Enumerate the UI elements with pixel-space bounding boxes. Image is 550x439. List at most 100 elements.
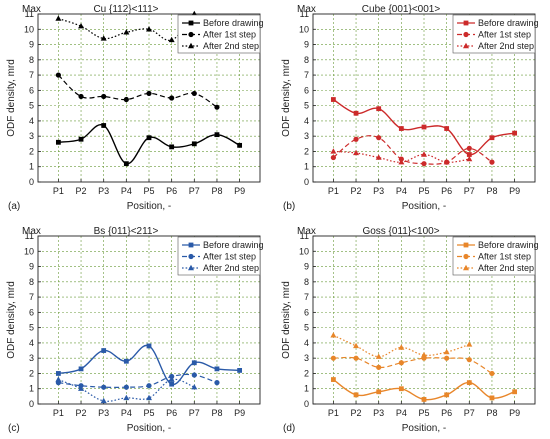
y-tick-label: 4 bbox=[304, 338, 309, 348]
x-tick-label: P1 bbox=[53, 186, 64, 196]
x-tick-label: P3 bbox=[373, 408, 384, 418]
data-point bbox=[55, 15, 62, 21]
x-tick-label: P5 bbox=[418, 186, 429, 196]
x-tick-label: P1 bbox=[53, 408, 64, 418]
legend-swatch-marker bbox=[188, 253, 194, 260]
data-point bbox=[512, 389, 518, 395]
data-point bbox=[169, 381, 175, 387]
data-point bbox=[466, 155, 473, 162]
y-tick-label: 7 bbox=[29, 292, 34, 302]
y-tick-label: 4 bbox=[29, 338, 34, 348]
data-point bbox=[168, 376, 175, 382]
data-point bbox=[214, 366, 220, 372]
y-tick-label: 1 bbox=[29, 162, 34, 172]
x-tick-label: P4 bbox=[396, 186, 407, 196]
series-1 bbox=[55, 123, 243, 167]
data-point bbox=[398, 344, 405, 350]
legend-entry: After 2nd step bbox=[203, 41, 259, 51]
data-point bbox=[421, 351, 427, 358]
data-point bbox=[101, 348, 107, 353]
panel-title: Cube {001}<001> bbox=[362, 4, 441, 15]
data-point bbox=[330, 377, 336, 382]
data-point bbox=[169, 95, 175, 101]
y-tick-label: 2 bbox=[304, 368, 309, 378]
data-point bbox=[55, 371, 61, 376]
data-point bbox=[78, 385, 85, 391]
data-point bbox=[421, 124, 427, 130]
panel-title: Cu {112}<111> bbox=[93, 4, 158, 15]
y-tick-label: 5 bbox=[29, 101, 34, 111]
x-tick-label: P2 bbox=[76, 186, 87, 196]
y-tick-label: 5 bbox=[29, 323, 34, 333]
series-1 bbox=[55, 343, 243, 387]
x-tick-label: P4 bbox=[396, 408, 407, 418]
max-label: Max bbox=[297, 226, 316, 237]
x-tick-label: P8 bbox=[486, 186, 497, 196]
panel-label: (d) bbox=[283, 423, 295, 434]
data-point bbox=[169, 144, 175, 150]
y-axis-label: ODF density, mrd bbox=[281, 281, 292, 359]
y-tick-label: 1 bbox=[29, 384, 34, 394]
data-point bbox=[146, 26, 152, 32]
data-point bbox=[489, 370, 495, 377]
series-2 bbox=[330, 355, 495, 377]
data-point bbox=[191, 90, 197, 97]
data-point bbox=[353, 136, 359, 142]
data-point bbox=[214, 104, 220, 110]
x-tick-label: P9 bbox=[234, 408, 245, 418]
data-point bbox=[512, 130, 518, 136]
chart-panel-2: 0 1 2 3 4 5 6 7 8 9 10 11 P1 P2 P3 P4 P5 P6 P7 P8 P9 Position… bbox=[281, 4, 539, 212]
data-point bbox=[146, 343, 152, 349]
data-point bbox=[398, 386, 404, 392]
data-point bbox=[376, 135, 382, 141]
data-point bbox=[78, 136, 84, 142]
legend-swatch-marker bbox=[188, 31, 194, 38]
data-point bbox=[78, 93, 84, 100]
series-3 bbox=[55, 376, 198, 404]
data-point bbox=[101, 123, 107, 128]
legend-entry: After 1st step bbox=[203, 252, 256, 262]
x-tick-label: P8 bbox=[486, 408, 497, 418]
data-point bbox=[421, 161, 427, 167]
data-point bbox=[444, 392, 450, 398]
data-point bbox=[398, 360, 404, 366]
y-tick-label: 1 bbox=[304, 162, 309, 172]
data-point bbox=[146, 394, 152, 401]
x-tick-label: P2 bbox=[351, 186, 362, 196]
legend-entry: After 1st step bbox=[478, 30, 531, 40]
legend-entry: Before drawing bbox=[203, 240, 264, 250]
max-label: Max bbox=[297, 4, 316, 15]
data-point bbox=[55, 139, 61, 145]
x-tick-label: P7 bbox=[464, 408, 475, 418]
data-point bbox=[330, 148, 337, 154]
data-point bbox=[101, 93, 107, 100]
x-tick-label: P4 bbox=[121, 186, 132, 196]
x-tick-label: P9 bbox=[509, 408, 520, 418]
x-tick-label: P9 bbox=[509, 186, 520, 196]
data-point bbox=[237, 142, 243, 148]
x-tick-label: P6 bbox=[166, 408, 177, 418]
series-1 bbox=[330, 377, 518, 402]
data-point bbox=[55, 72, 61, 78]
data-point bbox=[353, 342, 360, 349]
panel-title: Bs {011}<211> bbox=[94, 226, 159, 237]
y-tick-label: 7 bbox=[29, 70, 34, 80]
x-tick-label: P7 bbox=[464, 186, 475, 196]
legend-swatch-marker bbox=[463, 42, 469, 49]
data-point bbox=[100, 397, 107, 404]
y-tick-label: 10 bbox=[24, 246, 34, 256]
data-point bbox=[421, 397, 427, 402]
data-point bbox=[191, 384, 198, 390]
y-tick-label: 6 bbox=[29, 307, 34, 317]
y-tick-label: 10 bbox=[299, 246, 309, 256]
chart-panel-1: 0 1 2 3 4 5 6 7 8 9 10 11 P1 P2 P3 P4 P5 P6 P7 P8 P9 Position… bbox=[6, 4, 264, 212]
data-point bbox=[444, 355, 450, 361]
chart-panel-4: 0 1 2 3 4 5 6 7 8 9 10 11 P1 P2 P3 P4 P5 P6 P7 P8 P9 Position… bbox=[281, 226, 539, 434]
data-point bbox=[353, 355, 359, 361]
x-tick-label: P3 bbox=[98, 408, 109, 418]
data-point bbox=[375, 353, 382, 359]
y-tick-label: 11 bbox=[300, 231, 309, 241]
data-point bbox=[353, 149, 360, 156]
